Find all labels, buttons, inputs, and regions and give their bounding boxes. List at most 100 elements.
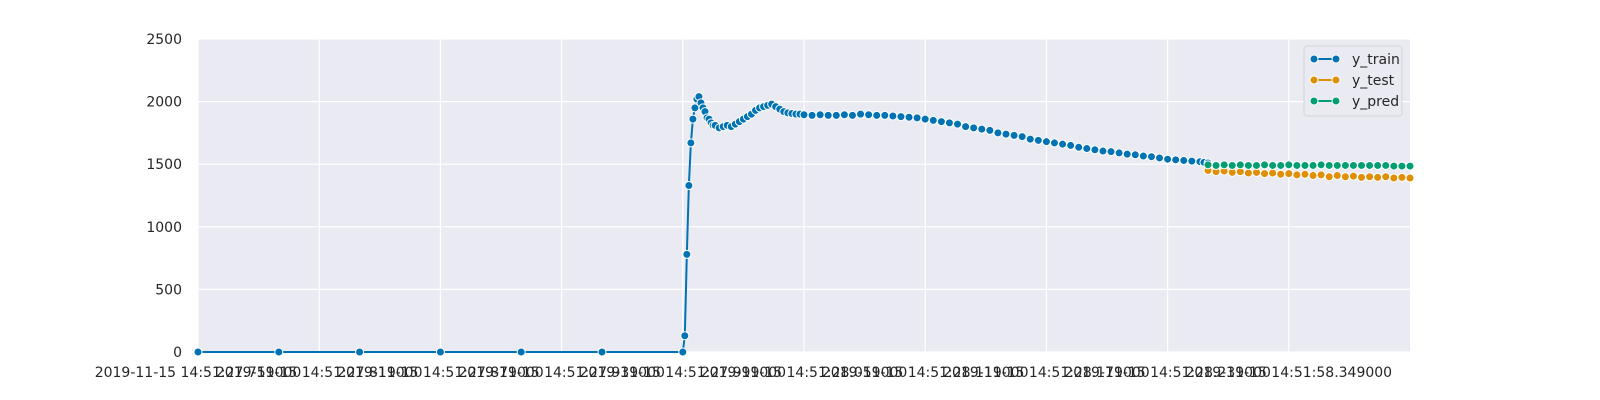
data-point	[1203, 160, 1213, 170]
legend-marker	[1309, 96, 1319, 106]
data-point	[1082, 144, 1092, 154]
data-point	[1405, 173, 1415, 183]
data-point	[1106, 147, 1116, 157]
data-point	[985, 125, 995, 135]
x-tick-label: 2019-11-15 14:51:27.879000	[337, 365, 544, 381]
data-point	[936, 117, 946, 127]
data-point	[1381, 172, 1391, 182]
data-point	[1187, 156, 1197, 166]
x-tick-label: 2019-11-15 14:51:28.119000	[822, 365, 1029, 381]
data-point	[1009, 130, 1019, 140]
data-point	[1058, 139, 1068, 149]
data-point	[1138, 151, 1148, 161]
data-point	[1276, 160, 1286, 170]
data-point	[1268, 160, 1278, 170]
legend-item-y_train: y_train	[1309, 52, 1400, 68]
data-point	[1308, 160, 1318, 170]
data-point	[1025, 134, 1035, 144]
data-point	[1211, 160, 1221, 170]
data-point	[1243, 168, 1253, 178]
data-point	[1348, 171, 1358, 181]
data-point	[1300, 169, 1310, 179]
data-point	[682, 249, 692, 259]
data-point	[1066, 140, 1076, 150]
y-tick-label: 1500	[146, 157, 182, 173]
series-y_test	[1203, 165, 1415, 183]
data-point	[1284, 160, 1294, 170]
data-point	[1300, 160, 1310, 170]
data-point	[1389, 173, 1399, 183]
data-point	[799, 110, 809, 120]
data-point	[944, 118, 954, 128]
data-point	[1332, 160, 1342, 170]
data-point	[1332, 170, 1342, 180]
data-point	[1316, 170, 1326, 180]
data-point	[1308, 170, 1318, 180]
data-point	[1284, 169, 1294, 179]
data-point	[1381, 160, 1391, 170]
data-point	[684, 180, 694, 190]
x-tick-label: 2019-11-15 14:51:27.999000	[580, 365, 787, 381]
data-point	[597, 347, 607, 357]
x-tick-label: 2019-11-15 14:51:28.179000	[943, 365, 1150, 381]
y-tick-label: 2000	[146, 95, 182, 111]
legend-item-y_test: y_test	[1309, 73, 1395, 89]
x-tick-label: 2019-11-15 14:51:27.819000	[216, 365, 423, 381]
data-point	[1324, 172, 1334, 182]
data-point	[688, 114, 698, 124]
data-point	[839, 110, 849, 120]
data-point	[1163, 154, 1173, 164]
data-point	[355, 347, 365, 357]
legend: y_train y_test y_pred	[1303, 45, 1403, 117]
data-point	[1243, 160, 1253, 170]
data-point	[1276, 169, 1286, 179]
data-point	[864, 110, 874, 120]
data-point	[678, 347, 688, 357]
data-point	[880, 110, 890, 120]
data-point	[1324, 160, 1334, 170]
data-point	[1365, 160, 1375, 170]
data-point	[1373, 172, 1383, 182]
data-point	[961, 122, 971, 132]
data-point	[856, 109, 866, 119]
data-point	[815, 110, 825, 120]
data-point	[1219, 160, 1229, 170]
data-point	[1397, 161, 1407, 171]
data-point	[1397, 172, 1407, 182]
data-point	[1348, 160, 1358, 170]
data-point	[1017, 132, 1027, 142]
legend-item-y_pred: y_pred	[1309, 94, 1399, 110]
data-point	[1292, 170, 1302, 180]
data-point	[686, 138, 696, 148]
data-point	[1098, 146, 1108, 156]
legend-box	[1303, 45, 1403, 117]
data-point	[1268, 168, 1278, 178]
data-point	[823, 110, 833, 120]
data-point	[928, 115, 938, 125]
data-point	[1316, 160, 1326, 170]
data-point	[1260, 169, 1270, 179]
series-layer	[193, 92, 1415, 357]
x-tick-label: 2019-11-15 14:51:27.939000	[458, 365, 665, 381]
y-tick-label: 0	[173, 345, 182, 361]
legend-label: y_pred	[1352, 94, 1399, 110]
data-point	[1357, 160, 1367, 170]
data-point	[1227, 160, 1237, 170]
data-point	[1365, 172, 1375, 182]
data-point	[1114, 148, 1124, 158]
data-point	[1179, 155, 1189, 165]
data-point	[1041, 137, 1051, 147]
data-point	[920, 114, 930, 124]
data-point	[1049, 138, 1059, 148]
data-point	[969, 123, 979, 133]
data-point	[1292, 160, 1302, 170]
data-point	[1235, 160, 1245, 170]
data-point	[1090, 145, 1100, 155]
y-tick-label: 1000	[146, 220, 182, 236]
data-point	[1122, 149, 1132, 159]
legend-marker	[1331, 96, 1341, 106]
series-y_pred	[1203, 160, 1415, 171]
data-point	[1171, 155, 1181, 165]
